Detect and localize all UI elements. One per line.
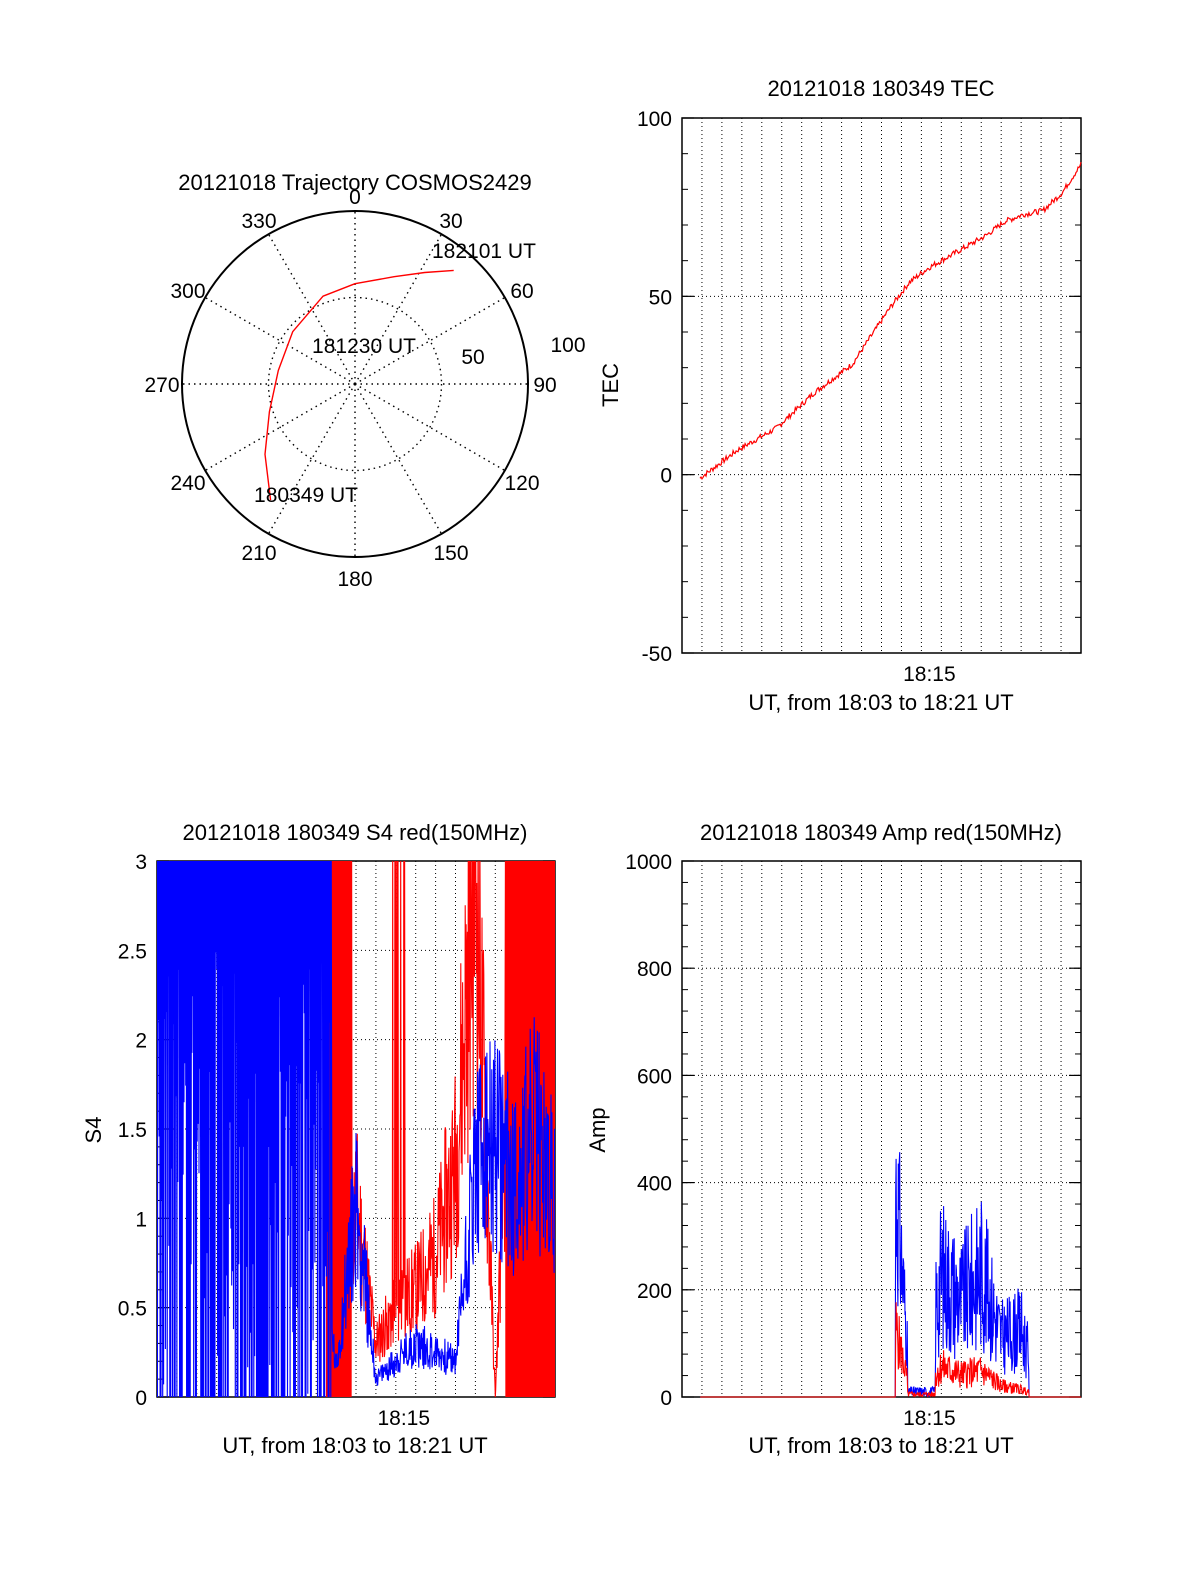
polar-series [264, 269, 454, 501]
polar-angle-label: 240 [170, 472, 205, 495]
amp-chart: 20121018 180349 Amp red(150MHz) 1000 800 6… [585, 820, 1082, 1458]
s4-y-tick-label: 0 [135, 1387, 147, 1410]
polar-angle-label: 30 [439, 210, 462, 233]
polar-spoke [354, 383, 443, 535]
s4-x-axis-label: UT, from 18:03 to 18:21 UT [222, 1433, 487, 1458]
s4-y-tick-label: 2 [135, 1030, 147, 1053]
polar-spoke [267, 383, 356, 535]
tec-x-tick-label: 18:15 [903, 663, 956, 686]
tec-y-axis-label: TEC [598, 363, 623, 407]
s4-y-tick-label: 1 [135, 1208, 147, 1231]
polar-time-annotation: 180349 UT [254, 484, 358, 507]
tec-series-line [699, 161, 1082, 481]
amp-red-series-line [700, 1302, 1081, 1398]
tec-x-axis-label: UT, from 18:03 to 18:21 UT [748, 690, 1013, 715]
s4-y-tick-label: 0.5 [118, 1298, 147, 1321]
s4-x-tick-label: 18:15 [377, 1407, 430, 1430]
polar-angle-label: 300 [170, 280, 205, 303]
s4-blue-series-line [157, 861, 555, 1397]
amp-x-axis-label: UT, from 18:03 to 18:21 UT [748, 1433, 1013, 1458]
polar-grid [181, 210, 529, 558]
tec-y-tick-label: 100 [637, 108, 672, 131]
polar-angle-label: 150 [433, 542, 468, 565]
tec-chart-title: 20121018 180349 TEC [767, 76, 994, 101]
polar-angle-label: 210 [241, 542, 276, 565]
tec-chart: 20121018 180349 TEC 100 50 0 -50 18:15 UT, f… [598, 76, 1082, 715]
polar-angle-label: 0 [349, 186, 361, 209]
tec-plot-frame [681, 117, 1082, 654]
amp-chart-title: 20121018 180349 Amp red(150MHz) [700, 820, 1062, 845]
s4-chart: 20121018 180349 S4 red(150MHz) 3 2.5 2 1.5 1… [81, 820, 556, 1458]
amp-blue-series-line [700, 1152, 1081, 1398]
s4-y-axis-label: S4 [81, 1117, 106, 1144]
s4-y-tick-label: 3 [135, 851, 147, 874]
amp-y-tick-label: 200 [637, 1280, 672, 1303]
polar-labels: 0 30 60 90 120 150 180 210 240 270 300 330 50 100 1821… [144, 186, 585, 591]
polar-spoke [354, 383, 506, 472]
polar-angle-label: 330 [241, 210, 276, 233]
polar-radius-label: 100 [550, 334, 585, 357]
polar-spoke [267, 233, 356, 385]
amp-y-tick-label: 0 [660, 1387, 672, 1410]
polar-trajectory-chart: 20121018 Trajectory COSMOS2429 0 30 60 90 12… [144, 170, 585, 591]
polar-spoke [204, 296, 356, 385]
polar-spoke [204, 383, 356, 472]
polar-angle-label: 60 [510, 280, 533, 303]
polar-time-annotation: 182101 UT [432, 240, 536, 263]
tec-y-tick-label: 50 [649, 286, 672, 309]
polar-trajectory-line [264, 269, 454, 501]
polar-outer-ring [181, 210, 529, 558]
s4-y-tick-label: 2.5 [118, 940, 147, 963]
polar-chart-title: 20121018 Trajectory COSMOS2429 [178, 170, 531, 195]
s4-y-tick-label: 1.5 [118, 1119, 147, 1142]
polar-spoke [354, 296, 506, 385]
polar-spoke [354, 233, 443, 385]
tec-y-tick-label: 0 [660, 465, 672, 488]
amp-y-tick-label: 600 [637, 1065, 672, 1088]
amp-x-tick-label: 18:15 [903, 1407, 956, 1430]
polar-angle-label: 120 [504, 472, 539, 495]
polar-grid-ring [267, 296, 443, 472]
amp-y-tick-label: 400 [637, 1173, 672, 1196]
polar-angle-label: 180 [337, 568, 372, 591]
polar-radius-label: 50 [461, 346, 484, 369]
polar-angle-label: 270 [144, 374, 179, 397]
polar-angle-label: 90 [533, 374, 556, 397]
tec-y-tick-label: -50 [642, 643, 672, 666]
polar-time-annotation: 181230 UT [312, 335, 416, 358]
amp-y-axis-label: Amp [585, 1107, 610, 1152]
s4-chart-title: 20121018 180349 S4 red(150MHz) [183, 820, 528, 845]
amp-y-tick-label: 800 [637, 958, 672, 981]
amp-y-tick-label: 1000 [625, 851, 672, 874]
